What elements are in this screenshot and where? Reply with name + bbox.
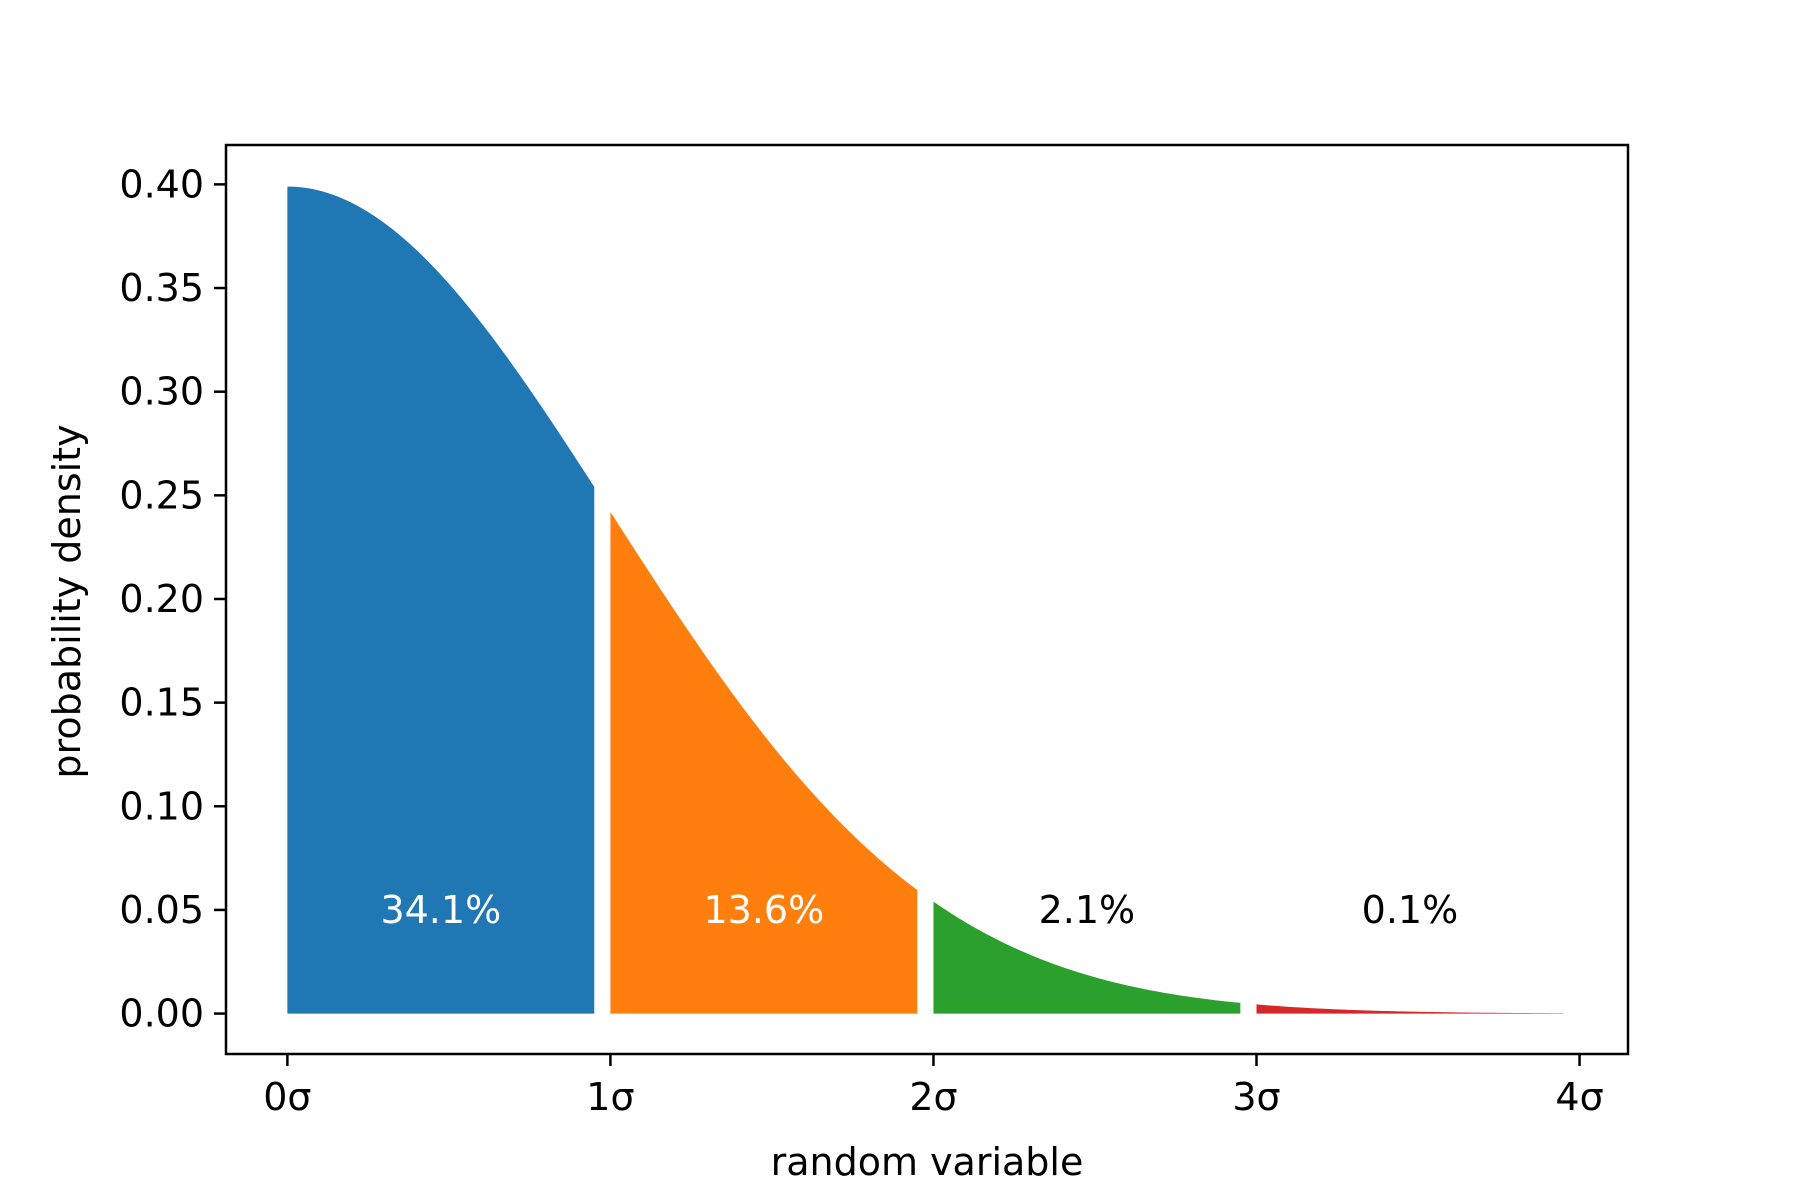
x-tick-label: 4σ bbox=[1555, 1075, 1603, 1119]
density-segment-2 bbox=[610, 511, 918, 1014]
y-tick-label: 0.10 bbox=[119, 784, 204, 828]
y-tick-label: 0.25 bbox=[119, 473, 204, 517]
density-segment-4 bbox=[1256, 1004, 1564, 1014]
y-tick-label: 0.40 bbox=[119, 162, 204, 206]
y-tick-label: 0.05 bbox=[119, 888, 204, 932]
x-tick-label: 2σ bbox=[909, 1075, 957, 1119]
x-tick-label: 3σ bbox=[1232, 1075, 1280, 1119]
x-tick-label: 1σ bbox=[586, 1075, 634, 1119]
x-axis-label: random variable bbox=[771, 1140, 1084, 1184]
y-axis-ticks: 0.00 0.05 0.10 0.15 0.20 0.25 0.30 0.35 0.40 bbox=[119, 162, 226, 1036]
y-tick-label: 0.20 bbox=[119, 577, 204, 621]
segment-percentage-label: 13.6% bbox=[704, 888, 825, 932]
y-axis-label: probability density bbox=[45, 424, 89, 778]
y-tick-label: 0.35 bbox=[119, 266, 204, 310]
y-tick-label: 0.15 bbox=[119, 681, 204, 725]
density-segment-1 bbox=[287, 186, 595, 1014]
percentage-labels: 34.1% 13.6% 2.1% 0.1% bbox=[380, 888, 1458, 932]
y-tick-label: 0.00 bbox=[119, 992, 204, 1036]
segment-percentage-label: 0.1% bbox=[1362, 888, 1459, 932]
density-segment-3 bbox=[933, 901, 1241, 1014]
y-tick-label: 0.30 bbox=[119, 370, 204, 414]
x-axis-ticks: 0σ 1σ 2σ 3σ 4σ bbox=[263, 1054, 1604, 1119]
x-tick-label: 0σ bbox=[263, 1075, 311, 1119]
segment-percentage-label: 34.1% bbox=[380, 888, 501, 932]
segment-percentage-label: 2.1% bbox=[1039, 888, 1136, 932]
density-segments bbox=[287, 186, 1564, 1014]
